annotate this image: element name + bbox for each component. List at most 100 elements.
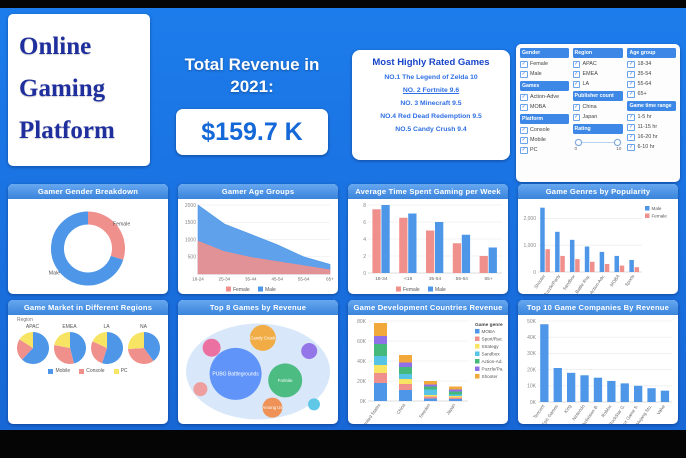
checkbox-icon[interactable]: ✓ [627, 90, 635, 98]
filter-option-china[interactable]: ✓ China [572, 103, 624, 111]
checkbox-icon[interactable]: ✓ [572, 113, 581, 121]
checkbox-icon[interactable]: ✓ [520, 93, 528, 101]
dev-countries-chart[interactable]: 0K 20K 40K 60K 80K United States China Sweden Ja… [348, 315, 508, 424]
filter-option-console[interactable]: ✓ Console [520, 126, 569, 134]
time-spent-svg: 0 2 4 6 8 18-34 <18 35-54 55-64 65+ Female Male [363, 203, 502, 293]
chart-title-regions-market: Game Market in Different Regions [8, 300, 168, 315]
svg-text:2,000: 2,000 [523, 216, 536, 222]
gender-breakdown-chart[interactable]: Female Male [8, 199, 168, 294]
filter-option-11-15-hr[interactable]: ✓ 11-15 hr [627, 123, 676, 131]
top-games-chart[interactable]: PUBG Battlegrounds Fortnite Candy Crash Amo… [178, 315, 338, 424]
filter-option-action-adve[interactable]: ✓ Action-Adve [520, 93, 569, 101]
filter-option-65+[interactable]: ✓ 65+ [627, 90, 676, 98]
svg-text:45-54: 45-54 [271, 277, 283, 282]
filter-section-title: Publisher count [572, 91, 624, 101]
svg-text:Male: Male [652, 206, 662, 211]
filter-option-16-20-hr[interactable]: ✓ 16-20 hr [627, 133, 676, 141]
checkbox-icon[interactable]: ✓ [572, 103, 581, 111]
rated-game-item: NO.4 Red Dead Redemption 9.5 [380, 113, 482, 120]
checkbox-icon[interactable]: ✓ [572, 70, 581, 78]
region-pie-la[interactable]: LA [90, 324, 124, 365]
checkbox-icon[interactable]: ✓ [627, 80, 635, 88]
card-gamer-gender-breakdown: Gamer Gender Breakdown Female Male [8, 184, 168, 294]
svg-text:80K: 80K [357, 319, 367, 325]
filter-option-mobile[interactable]: ✓ Mobile [520, 136, 569, 144]
svg-text:30K: 30K [527, 351, 537, 357]
age-groups-chart[interactable]: 500 1000 1500 2000 18-24 25-34 35-44 45-54 55-64… [178, 199, 338, 294]
slider-handle-min[interactable] [574, 139, 582, 146]
svg-text:65+: 65+ [326, 277, 334, 282]
filter-section-age-group: Age group ✓ 18-34 ✓ 35-54 ✓ 55-64 ✓ 65+ [627, 48, 676, 98]
filter-option-label: Female [530, 61, 548, 68]
svg-text:55-64: 55-64 [298, 277, 310, 282]
filter-section-title: Gender [520, 48, 569, 58]
checkbox-icon[interactable]: ✓ [520, 136, 528, 144]
checkbox-icon[interactable]: ✓ [627, 123, 635, 131]
filter-option-35-54[interactable]: ✓ 35-54 [627, 70, 676, 78]
svg-text:0K: 0K [530, 400, 537, 406]
time-spent-chart[interactable]: 0 2 4 6 8 18-34 <18 35-54 55-64 65+ Female Male [348, 199, 508, 294]
rated-game-item: NO. 3 Minecraft 9.5 [400, 100, 462, 107]
slider-handle-max[interactable] [614, 139, 622, 146]
svg-text:50K: 50K [527, 319, 537, 325]
filter-option-la[interactable]: ✓ LA [572, 80, 624, 88]
region-pies-legend: Mobile Console PC [8, 368, 168, 374]
region-pie-na[interactable]: NA [127, 324, 161, 365]
filter-option-6-10-hr[interactable]: ✓ 6-10 hr [627, 143, 676, 151]
filter-option-label: MOBA [530, 104, 546, 111]
filter-option-pc[interactable]: ✓ PC [520, 146, 569, 154]
checkbox-icon[interactable]: ✓ [627, 60, 635, 68]
checkbox-icon[interactable]: ✓ [627, 143, 635, 151]
checkbox-icon[interactable]: ✓ [520, 103, 528, 111]
region-pie-apac[interactable]: APAC [16, 324, 50, 365]
svg-text:1,000: 1,000 [523, 243, 536, 249]
filter-option-label: Mobile [530, 137, 546, 144]
filter-option-male[interactable]: ✓ Male [520, 70, 569, 78]
svg-text:China: China [395, 402, 406, 415]
top-companies-chart[interactable]: 0K 10K 20K 30K 40K 50K Tencent Epic Games King Ni… [518, 315, 678, 424]
svg-text:65+: 65+ [485, 276, 493, 282]
checkbox-icon[interactable]: ✓ [520, 70, 528, 78]
svg-text:Among Us: Among Us [262, 405, 282, 410]
svg-text:Fortnite: Fortnite [278, 378, 293, 383]
checkbox-icon[interactable]: ✓ [572, 60, 581, 68]
filter-option-55-64[interactable]: ✓ 55-64 [627, 80, 676, 88]
genres-popularity-chart[interactable]: 0 1,000 2,000 Shooter Puzzle/Party Sandbox Bat… [518, 199, 678, 294]
filter-column-3: Age group ✓ 18-34 ✓ 35-54 ✓ 55-64 ✓ 65+ Game time… [627, 48, 676, 157]
gaming-dashboard: Online Gaming Platform Total Revenue in … [0, 8, 686, 430]
filter-option-label: 18-34 [637, 61, 652, 68]
filter-option-18-34[interactable]: ✓ 18-34 [627, 60, 676, 68]
filter-option-label: Action-Adve [530, 94, 560, 101]
filter-section-title: Games [520, 81, 569, 91]
card-genres-popularity: Game Genres by Popularity 0 1,000 2,000 Sho… [518, 184, 678, 294]
checkbox-icon[interactable]: ✓ [627, 133, 635, 141]
svg-text:35-44: 35-44 [245, 277, 257, 282]
filter-option-emea[interactable]: ✓ EMEA [572, 70, 624, 78]
filter-option-japan[interactable]: ✓ Japan [572, 113, 624, 121]
filter-option-female[interactable]: ✓ Female [520, 60, 569, 68]
filter-option-apac[interactable]: ✓ APAC [572, 60, 624, 68]
svg-text:4: 4 [363, 237, 366, 243]
svg-text:25-34: 25-34 [219, 277, 231, 282]
checkbox-icon[interactable]: ✓ [627, 113, 635, 121]
svg-text:Sweden: Sweden [418, 402, 432, 419]
svg-text:United States: United States [362, 402, 382, 424]
svg-text:Valve: Valve [656, 403, 667, 415]
filter-option-moba[interactable]: ✓ MOBA [520, 103, 569, 111]
checkbox-icon[interactable]: ✓ [520, 146, 528, 154]
checkbox-icon[interactable]: ✓ [520, 60, 528, 68]
region-pie-label: NA [140, 324, 147, 330]
chart-title-dev-countries: Game Development Countries Revenue [348, 300, 508, 315]
filter-option-1-5-hr[interactable]: ✓ 1-5 hr [627, 113, 676, 121]
svg-text:Strategy: Strategy [482, 344, 500, 349]
region-pie-emea[interactable]: EMEA [53, 324, 87, 365]
checkbox-icon[interactable]: ✓ [572, 80, 581, 88]
svg-text:0: 0 [533, 270, 536, 276]
checkbox-icon[interactable]: ✓ [520, 126, 528, 134]
checkbox-icon[interactable]: ✓ [627, 70, 635, 78]
svg-text:Sandbox: Sandbox [482, 352, 501, 357]
regions-market-chart[interactable]: Region APAC EMEA LA NA Mobile Console PC [8, 315, 168, 424]
top-rated-games-card: Most Highly Rated Games NO.1 The Legend … [352, 50, 510, 160]
app-title-card: Online Gaming Platform [8, 14, 150, 166]
rating-slider[interactable] [574, 139, 622, 146]
